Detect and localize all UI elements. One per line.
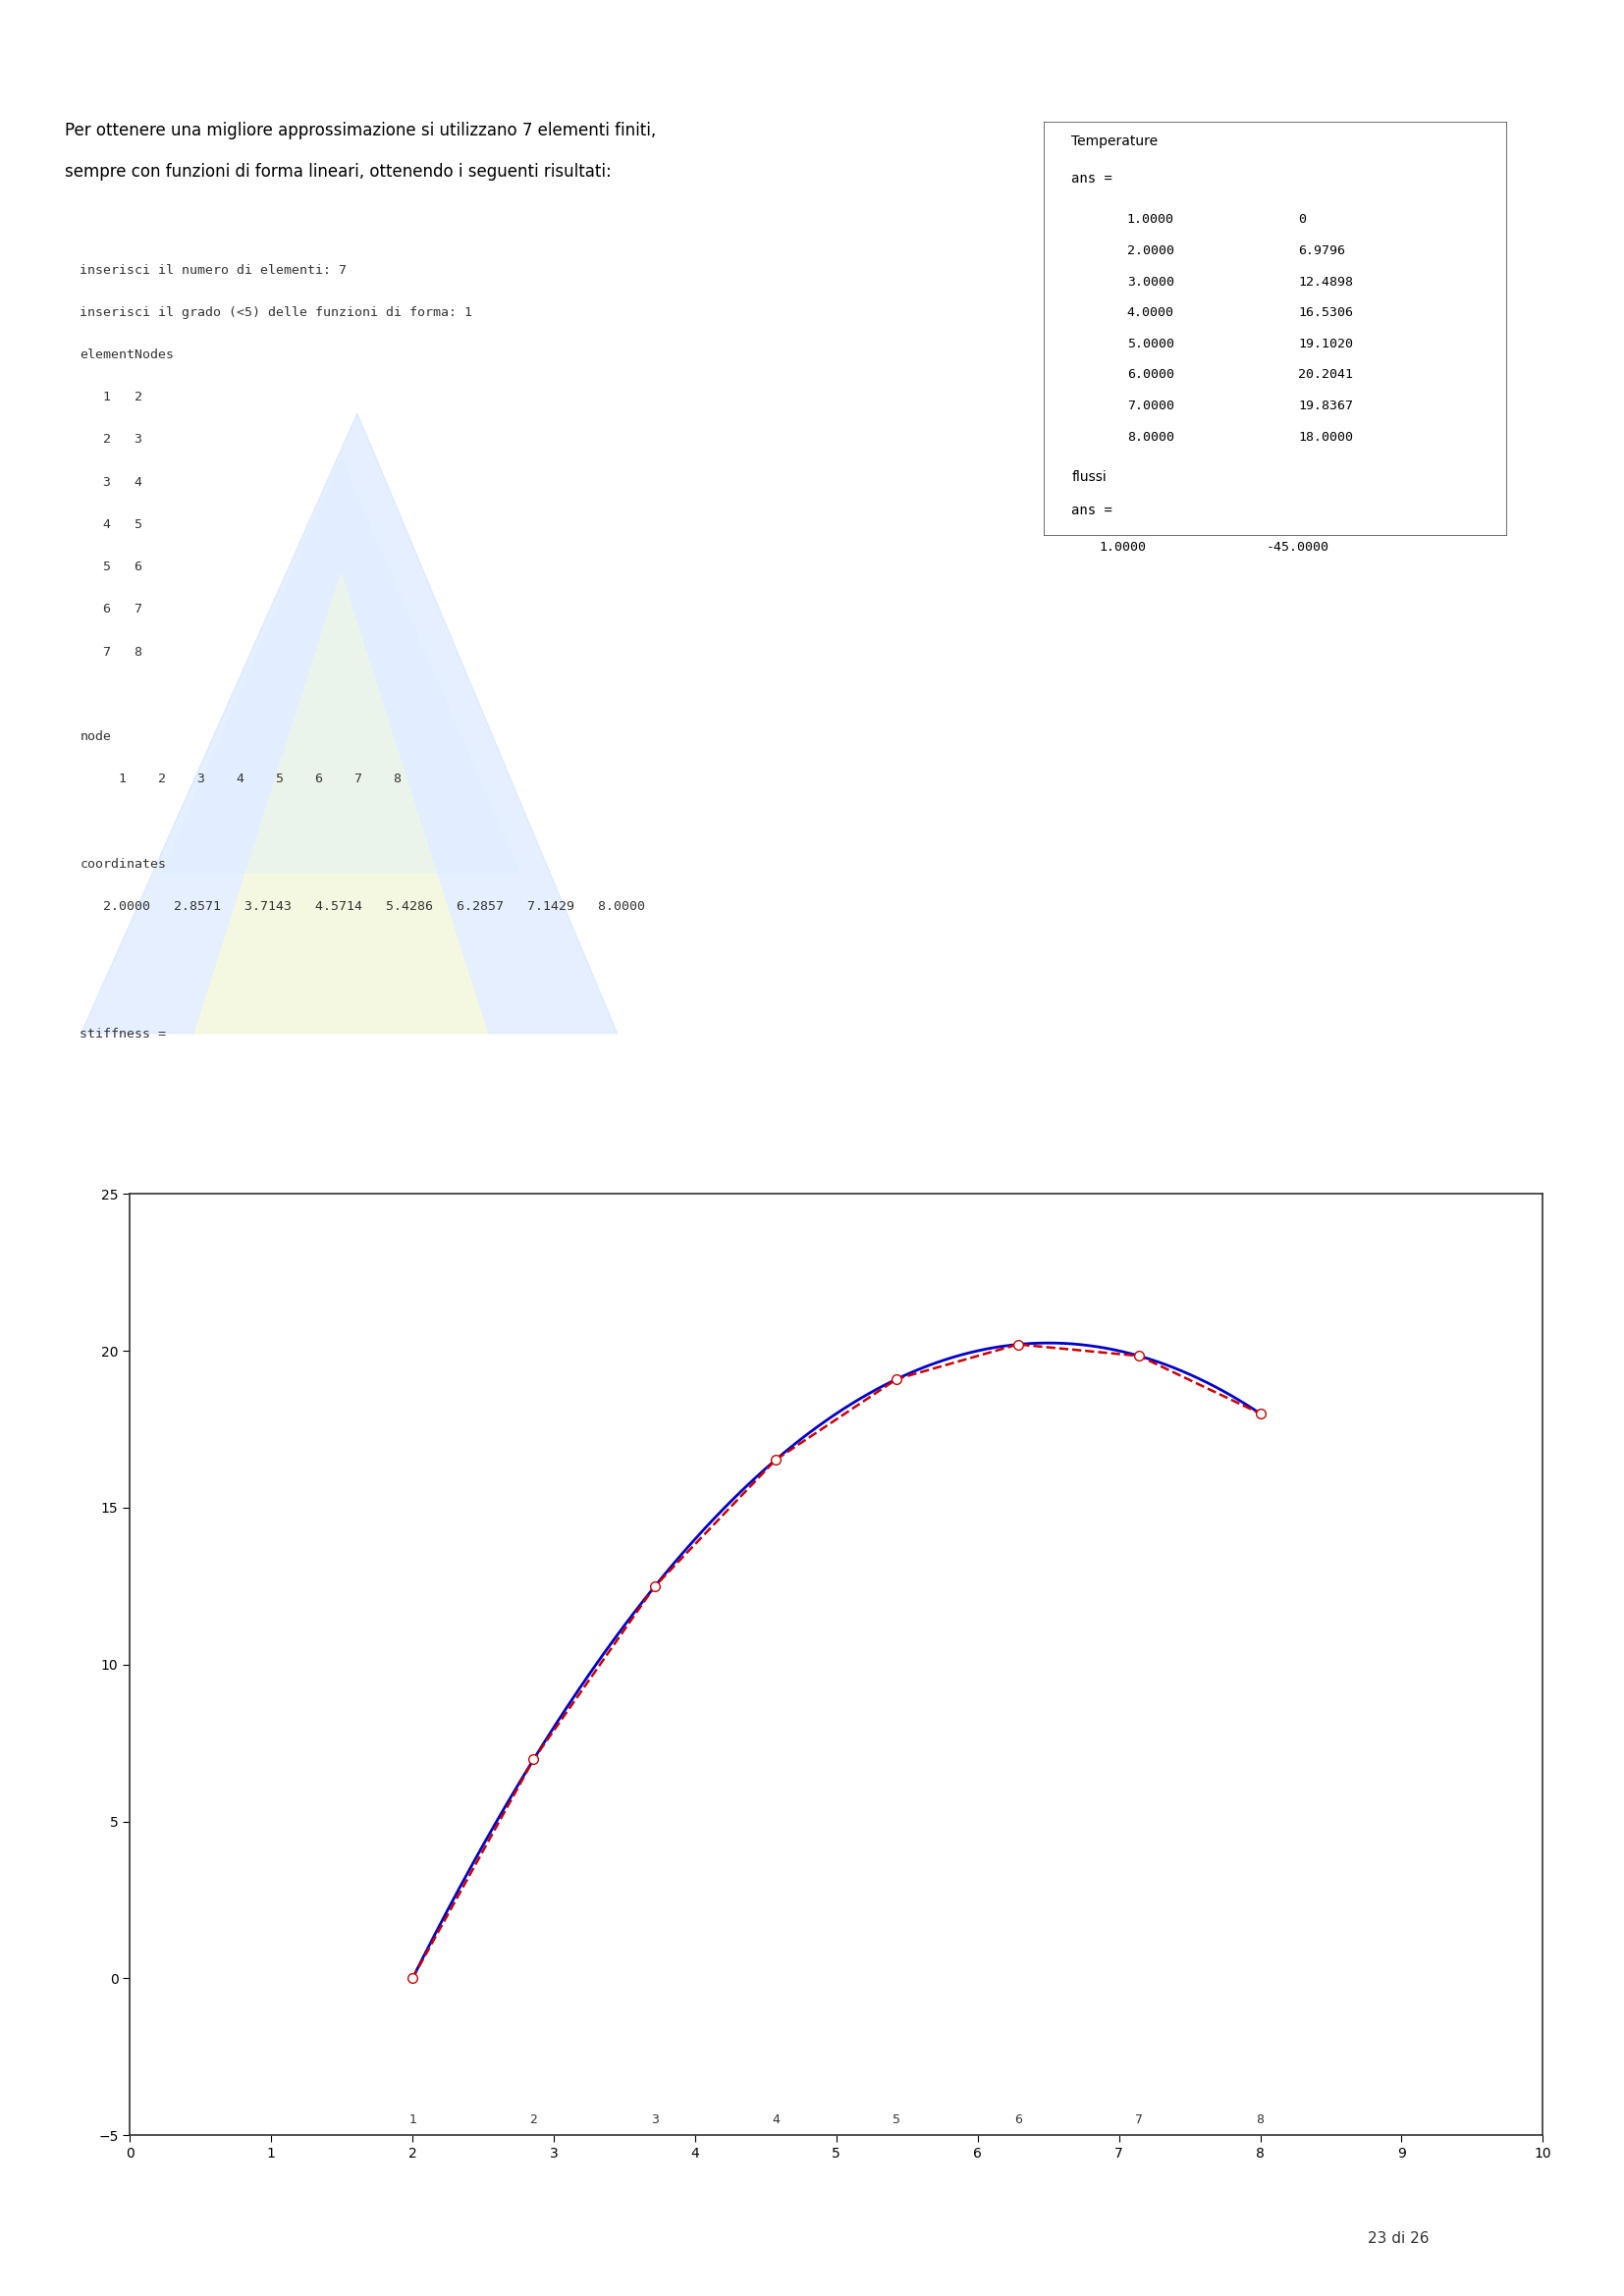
Text: Temperature: Temperature [1072,135,1158,149]
Text: 5: 5 [893,2112,901,2126]
Text: sempre con funzioni di forma lineari, ottenendo i seguenti risultati:: sempre con funzioni di forma lineari, ot… [65,163,612,179]
Text: 2   3: 2 3 [80,434,143,445]
Text: 3   4: 3 4 [80,475,143,489]
Text: 4: 4 [771,2112,780,2126]
Text: 1: 1 [409,2112,416,2126]
Text: 6.9796: 6.9796 [1298,243,1345,257]
Text: 0: 0 [1298,214,1306,225]
Text: 4   5: 4 5 [80,519,143,530]
Text: 4.0000: 4.0000 [1127,305,1174,319]
Text: 8.0000: 8.0000 [1127,432,1174,443]
Text: ans =: ans = [1072,172,1112,186]
Text: 1.0000: 1.0000 [1127,214,1174,225]
Text: 5.0000: 5.0000 [1127,338,1174,351]
Polygon shape [81,413,617,1033]
Text: 6.0000: 6.0000 [1127,370,1174,381]
Text: 23 di 26: 23 di 26 [1367,2232,1429,2245]
Text: 2: 2 [529,2112,538,2126]
Text: 7.0000: 7.0000 [1127,400,1174,413]
Text: 7   8: 7 8 [80,645,143,659]
Text: 5   6: 5 6 [80,560,143,574]
Text: 12.4898: 12.4898 [1298,276,1353,289]
Text: -45.0000: -45.0000 [1265,540,1328,553]
Text: coordinates: coordinates [80,859,166,870]
Text: 6: 6 [1013,2112,1021,2126]
FancyBboxPatch shape [1044,122,1507,537]
Text: 20.2041: 20.2041 [1298,370,1353,381]
Text: inserisci il numero di elementi: 7: inserisci il numero di elementi: 7 [80,264,348,276]
Text: 3: 3 [651,2112,659,2126]
Text: 1   2: 1 2 [80,390,143,404]
Text: 3.0000: 3.0000 [1127,276,1174,289]
Text: 2.0000   2.8571   3.7143   4.5714   5.4286   6.2857   7.1429   8.0000: 2.0000 2.8571 3.7143 4.5714 5.4286 6.285… [80,900,645,914]
Text: stiffness =: stiffness = [80,1026,166,1040]
Text: inserisci il grado (<5) delle funzioni di forma: 1: inserisci il grado (<5) delle funzioni d… [80,305,473,319]
Text: 2.0000: 2.0000 [1127,243,1174,257]
Text: flussi: flussi [1072,471,1106,484]
Text: 7: 7 [1135,2112,1143,2126]
Text: node: node [80,730,112,744]
Text: 18.0000: 18.0000 [1298,432,1353,443]
Text: 8: 8 [1257,2112,1263,2126]
Text: 1    2    3    4    5    6    7    8: 1 2 3 4 5 6 7 8 [80,774,403,785]
Polygon shape [195,574,487,1033]
Polygon shape [162,459,520,872]
Text: 6   7: 6 7 [80,604,143,615]
Text: elementNodes: elementNodes [80,349,174,360]
Text: 19.1020: 19.1020 [1298,338,1353,351]
Text: 1.0000: 1.0000 [1099,540,1147,553]
Text: Per ottenere una migliore approssimazione si utilizzano 7 elementi finiti,: Per ottenere una migliore approssimazion… [65,122,656,140]
Text: ans =: ans = [1072,503,1112,517]
Text: 16.5306: 16.5306 [1298,305,1353,319]
Text: 19.8367: 19.8367 [1298,400,1353,413]
